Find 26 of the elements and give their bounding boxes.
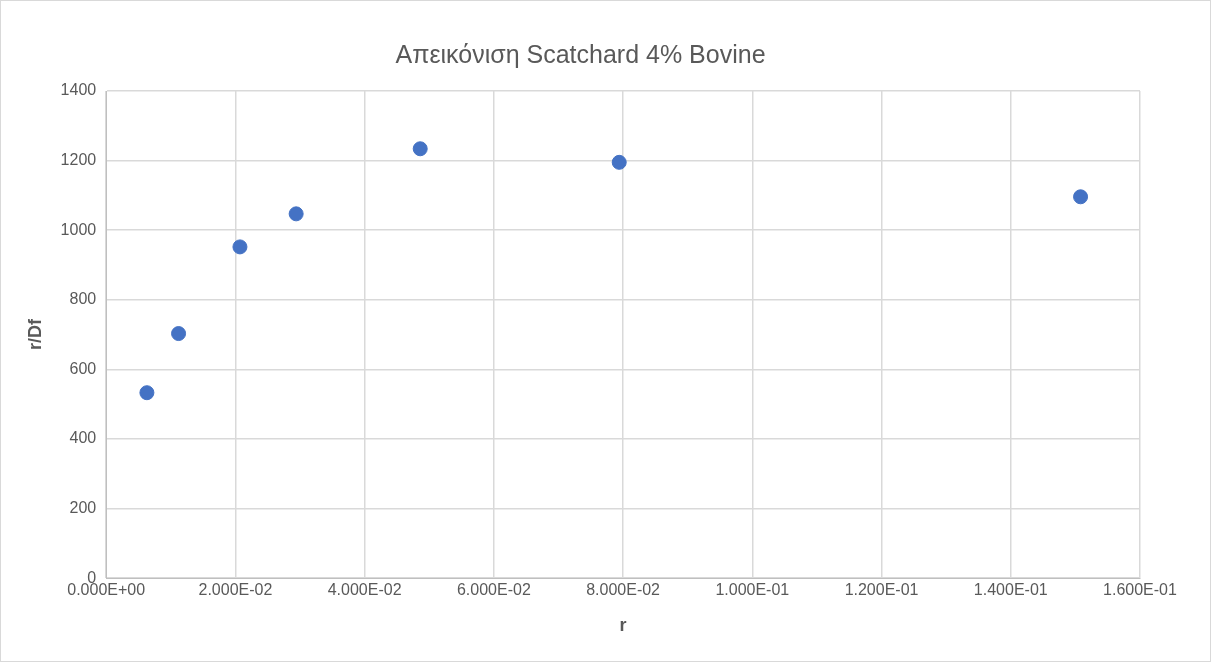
x-tick-label: 4.000E-02	[327, 581, 402, 599]
y-tick-label: 800	[69, 290, 97, 308]
x-axis-title: r	[619, 615, 627, 636]
chart-title: Απεικόνιση Scatchard 4% Bovine	[395, 39, 766, 68]
y-tick-label: 1200	[60, 151, 97, 169]
x-tick-label: 1.400E-01	[973, 581, 1048, 599]
x-tick-label: 0.000E+00	[67, 581, 146, 599]
x-tick-label: 1.600E-01	[1103, 581, 1178, 599]
point	[1073, 189, 1089, 205]
y-tick-label: 600	[69, 359, 97, 377]
x-tick-label: 8.000E-02	[586, 581, 661, 599]
y-tick-label: 1400	[60, 81, 97, 99]
x-tick-label: 1.200E-01	[844, 581, 919, 599]
x-tick-label: 2.000E-02	[198, 581, 273, 599]
point	[232, 239, 248, 255]
x-tick-label: 6.000E-02	[456, 581, 531, 599]
x-tick-label: 1.000E-01	[715, 581, 790, 599]
y-tick-label: 1000	[60, 220, 97, 238]
y-tick-label: 400	[69, 429, 97, 447]
point	[171, 326, 187, 342]
y-axis-title: r/Df	[24, 318, 45, 351]
point	[139, 385, 155, 401]
point	[288, 206, 304, 222]
point	[412, 141, 428, 157]
point	[611, 154, 627, 170]
y-tick-label: 200	[69, 499, 97, 517]
